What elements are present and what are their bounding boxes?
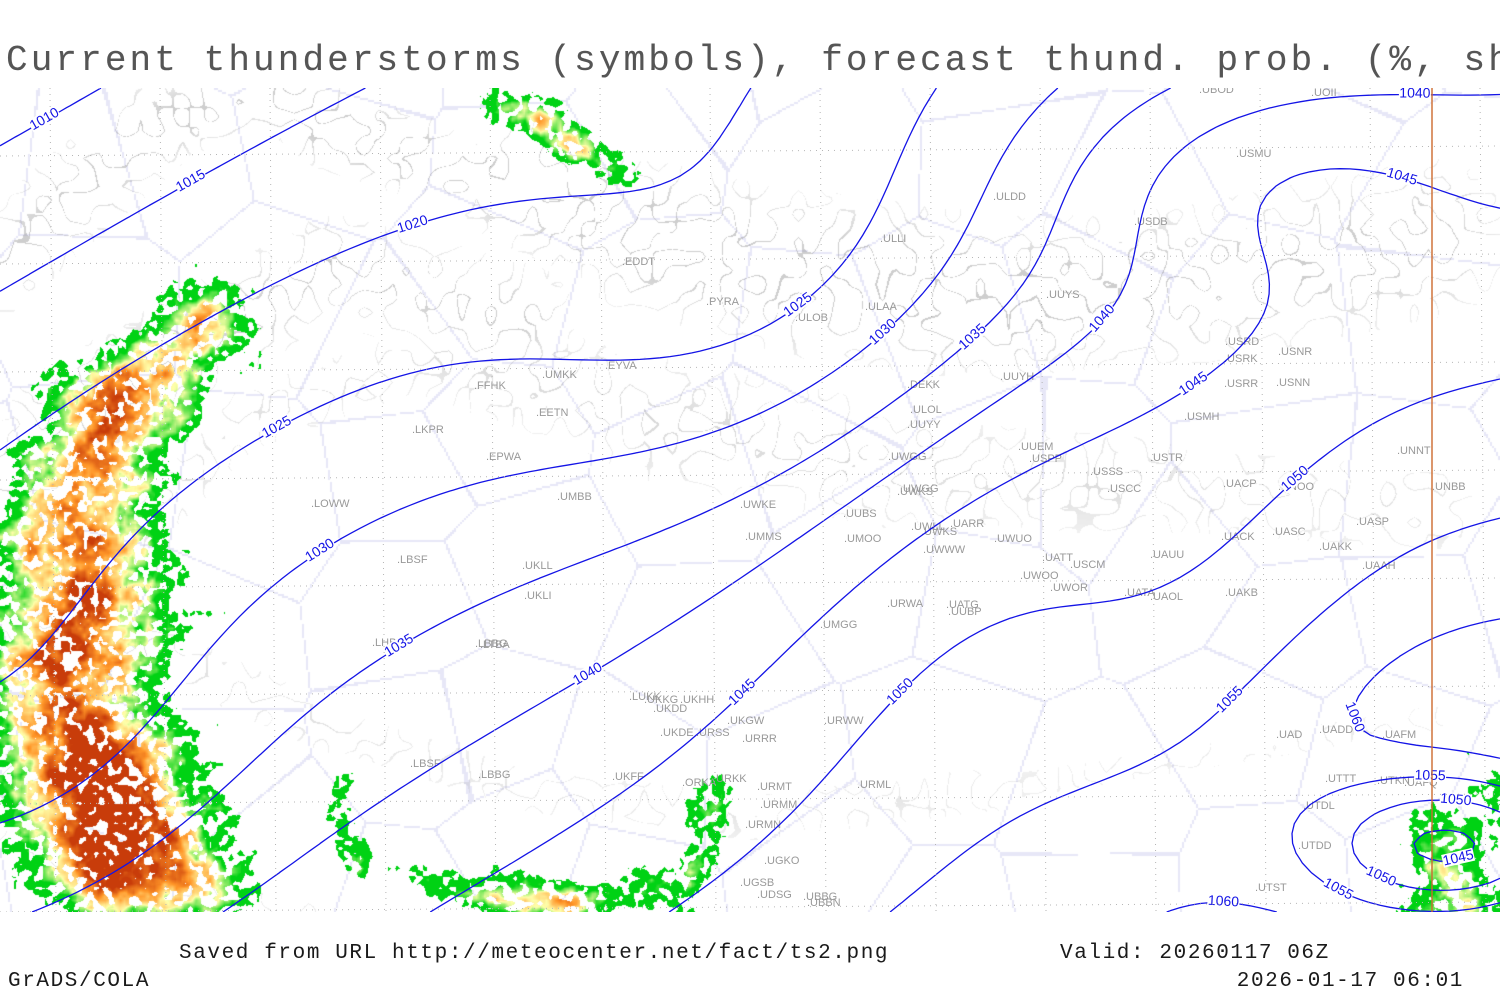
svg-text:Current thunderstorms (symbols: Current thunderstorms (symbols), forecas… (6, 40, 1500, 81)
